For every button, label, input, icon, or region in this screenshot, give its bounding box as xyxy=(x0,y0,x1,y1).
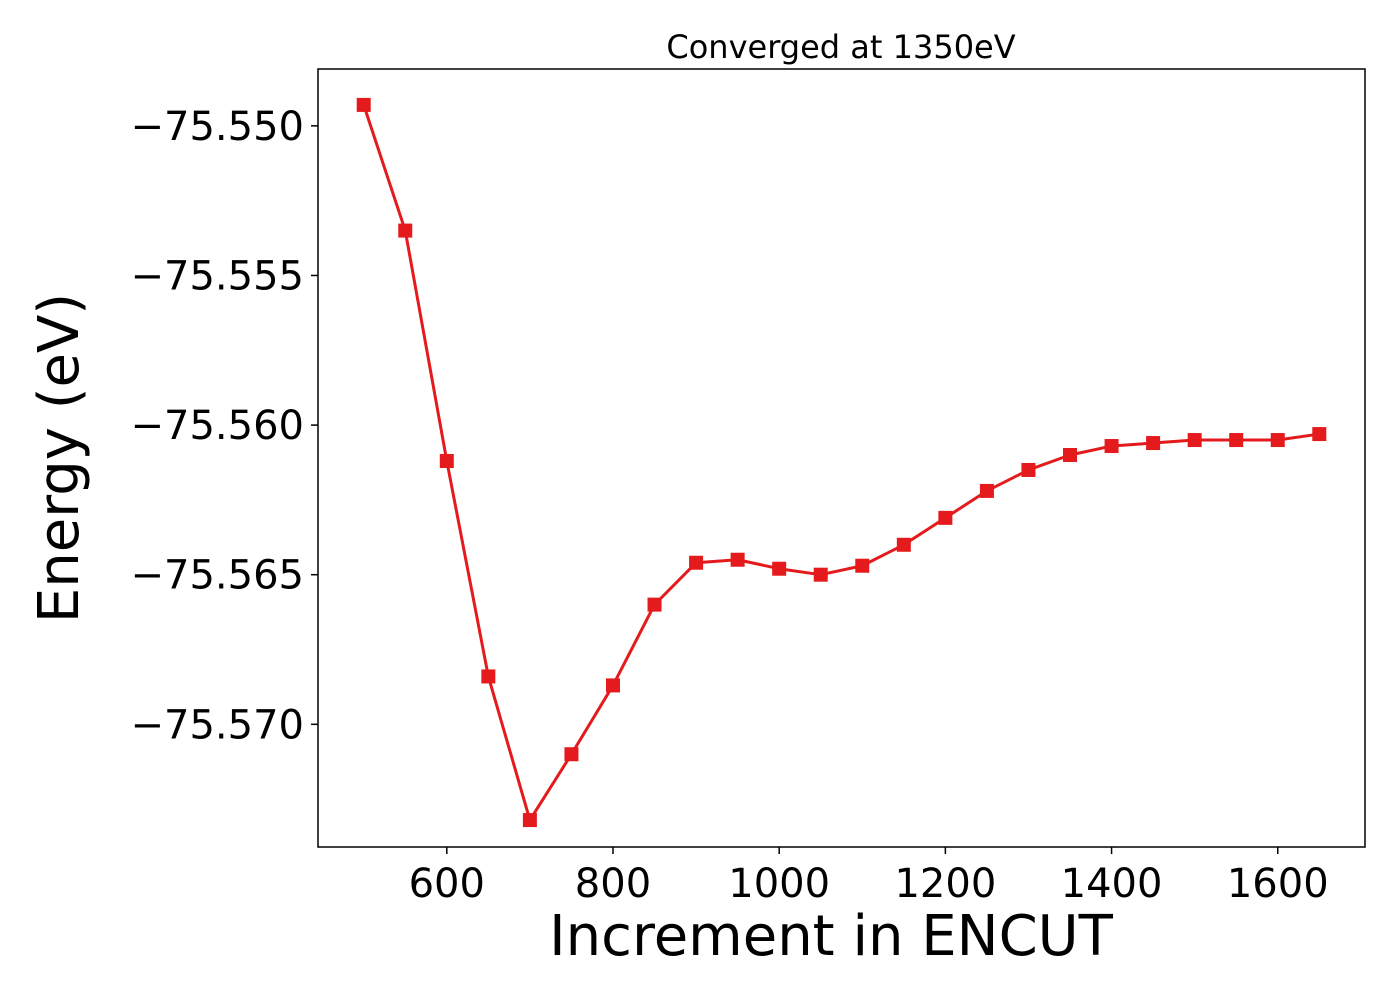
data-point-marker xyxy=(398,223,413,238)
x-axis-label: Increment in ENCUT xyxy=(549,904,1114,969)
plot-area-frame xyxy=(317,68,1366,848)
y-axis: −75.550 −75.555 −75.560 −75.565 −75.570 xyxy=(131,104,318,748)
y-tick-label: −75.560 xyxy=(131,403,304,449)
x-tick-label: 1600 xyxy=(1227,861,1329,907)
data-point-marker xyxy=(1187,433,1202,448)
data-point-marker xyxy=(481,669,496,684)
data-point-marker xyxy=(439,453,454,468)
data-point-marker xyxy=(564,747,579,762)
series-layer xyxy=(356,97,1327,828)
data-point-marker xyxy=(896,537,911,552)
x-axis: 600 800 1000 1200 1400 1600 xyxy=(409,847,1329,907)
data-point-marker xyxy=(605,678,620,693)
data-point-marker xyxy=(855,558,870,573)
data-point-marker xyxy=(730,552,745,567)
data-point-marker xyxy=(647,597,662,612)
data-point-marker xyxy=(356,97,371,112)
data-point-marker xyxy=(1312,427,1327,442)
data-point-marker xyxy=(813,567,828,582)
y-tick-label: −75.570 xyxy=(131,702,304,748)
data-point-marker xyxy=(1229,433,1244,448)
y-tick-label: −75.550 xyxy=(131,104,304,150)
x-tick-label: 800 xyxy=(575,861,651,907)
data-point-marker xyxy=(522,813,537,828)
x-tick-label: 1200 xyxy=(894,861,996,907)
data-point-marker xyxy=(938,510,953,525)
data-point-marker xyxy=(772,561,787,576)
data-point-marker xyxy=(1063,448,1078,463)
data-point-marker xyxy=(1270,433,1285,448)
y-axis-label: Energy (eV) xyxy=(27,293,92,623)
x-tick-label: 600 xyxy=(409,861,485,907)
y-tick-label: −75.555 xyxy=(131,253,304,299)
data-point-marker xyxy=(1146,436,1161,451)
data-point-marker xyxy=(979,483,994,498)
series-line xyxy=(362,104,1320,822)
x-tick-label: 1000 xyxy=(728,861,830,907)
data-point-marker xyxy=(1021,462,1036,477)
chart-title: Converged at 1350eV xyxy=(666,28,1015,66)
x-tick-label: 1400 xyxy=(1061,861,1163,907)
data-point-marker xyxy=(1104,439,1119,454)
y-tick-label: −75.565 xyxy=(131,553,304,599)
data-point-marker xyxy=(689,555,704,570)
